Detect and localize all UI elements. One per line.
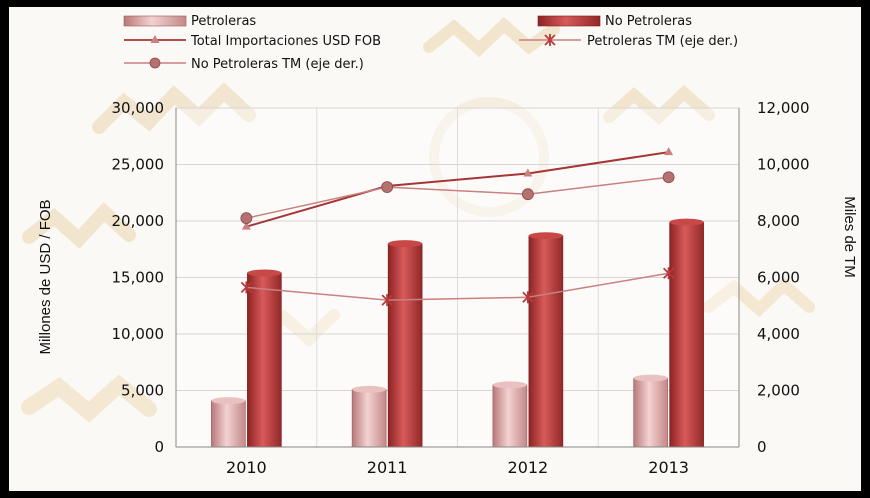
bar-cap bbox=[352, 385, 387, 393]
bar-cap bbox=[528, 232, 563, 240]
legend-item-no-petroleras: No Petroleras bbox=[537, 14, 692, 29]
bar-no-petroleras bbox=[387, 243, 423, 448]
right-tick-label: 8,000 bbox=[757, 212, 800, 230]
left-axis-title: Millones de USD / FOB bbox=[37, 199, 54, 354]
category-label: 2011 bbox=[367, 458, 408, 477]
legend-item-total-importaciones: Total Importaciones USD FOB bbox=[124, 34, 381, 49]
legend-label-total-importaciones: Total Importaciones USD FOB bbox=[190, 34, 381, 49]
bar-petroleras bbox=[492, 384, 528, 448]
bar-no-petroleras bbox=[669, 221, 704, 448]
legend-item-petroleras: Petroleras bbox=[123, 14, 256, 29]
bar-cap bbox=[247, 269, 282, 277]
category-label: 2013 bbox=[648, 458, 689, 477]
legend-marker-triangle-icon bbox=[150, 35, 160, 43]
point-circle bbox=[521, 188, 534, 201]
right-tick-label: 10,000 bbox=[757, 156, 810, 174]
left-tick-label: 30,000 bbox=[112, 99, 165, 117]
left-tick-label: 25,000 bbox=[112, 156, 165, 174]
line-petroleras-tm-eje-der bbox=[246, 272, 669, 301]
bar-no-petroleras bbox=[247, 272, 282, 448]
bar-petroleras bbox=[633, 377, 668, 448]
legend-label-petroleras: Petroleras bbox=[191, 14, 256, 29]
category-label: 2012 bbox=[508, 458, 549, 477]
right-tick-label: 4,000 bbox=[757, 325, 800, 343]
left-tick-label: 5,000 bbox=[121, 382, 164, 400]
point-circle bbox=[381, 181, 394, 194]
bar-petroleras bbox=[211, 400, 246, 448]
right-axis-title: Miles de TM bbox=[841, 196, 858, 277]
point-circle bbox=[662, 171, 675, 184]
legend-item-petroleras-tm: Petroleras TM (eje der.) bbox=[519, 34, 738, 49]
point-triangle bbox=[664, 147, 674, 156]
point-star bbox=[522, 291, 534, 304]
chart-svg: 0 5,000 10,000 15,000 20,000 25,000 30,000 0 2,… bbox=[21, 14, 858, 477]
legend-swatch-no-petroleras bbox=[537, 15, 601, 27]
series-lines bbox=[240, 147, 675, 307]
point-star bbox=[381, 294, 393, 307]
point-star bbox=[240, 281, 253, 294]
right-tick-label: 0 bbox=[757, 438, 767, 456]
category-label: 2010 bbox=[226, 458, 267, 477]
bar-no-petroleras bbox=[528, 235, 564, 448]
point-circle bbox=[240, 212, 253, 225]
bars bbox=[211, 218, 704, 448]
bar-cap bbox=[633, 374, 668, 382]
bar-cap bbox=[211, 397, 246, 405]
line-no-petroleras-tm-eje-der bbox=[246, 176, 669, 219]
point-star bbox=[662, 267, 675, 280]
point-triangle bbox=[241, 221, 251, 230]
right-tick-label: 2,000 bbox=[757, 382, 800, 400]
legend-swatch-petroleras bbox=[123, 15, 187, 27]
left-tick-label: 10,000 bbox=[112, 325, 165, 343]
left-tick-label: 0 bbox=[154, 438, 164, 456]
point-triangle bbox=[523, 168, 533, 177]
right-axis-ticks: 0 2,000 4,000 6,000 8,000 10,000 12,000 bbox=[757, 99, 810, 456]
legend: Petroleras No Petroleras Total Importaci… bbox=[123, 14, 738, 72]
chart-frame: 0 5,000 10,000 15,000 20,000 25,000 30,000 0 2,… bbox=[9, 7, 861, 491]
legend-item-no-petroleras-tm: No Petroleras TM (eje der.) bbox=[124, 57, 364, 72]
line-total-importaciones-usd-fob bbox=[246, 151, 669, 228]
legend-label-no-petroleras: No Petroleras bbox=[605, 14, 692, 29]
category-labels: 2010 2011 2012 2013 bbox=[226, 458, 689, 477]
left-tick-label: 20,000 bbox=[112, 212, 165, 230]
right-tick-label: 6,000 bbox=[757, 269, 800, 287]
legend-label-petroleras-tm: Petroleras TM (eje der.) bbox=[587, 34, 738, 49]
left-tick-label: 15,000 bbox=[112, 269, 165, 287]
left-axis-ticks: 0 5,000 10,000 15,000 20,000 25,000 30,000 bbox=[112, 99, 165, 456]
legend-marker-circle-icon bbox=[149, 57, 161, 69]
bar-cap bbox=[388, 240, 423, 248]
right-tick-label: 12,000 bbox=[757, 99, 810, 117]
bar-cap bbox=[669, 218, 704, 226]
legend-marker-star-icon bbox=[544, 34, 556, 46]
bar-petroleras bbox=[351, 389, 387, 448]
legend-label-no-petroleras-tm: No Petroleras TM (eje der.) bbox=[191, 57, 364, 72]
bar-cap bbox=[492, 381, 527, 389]
